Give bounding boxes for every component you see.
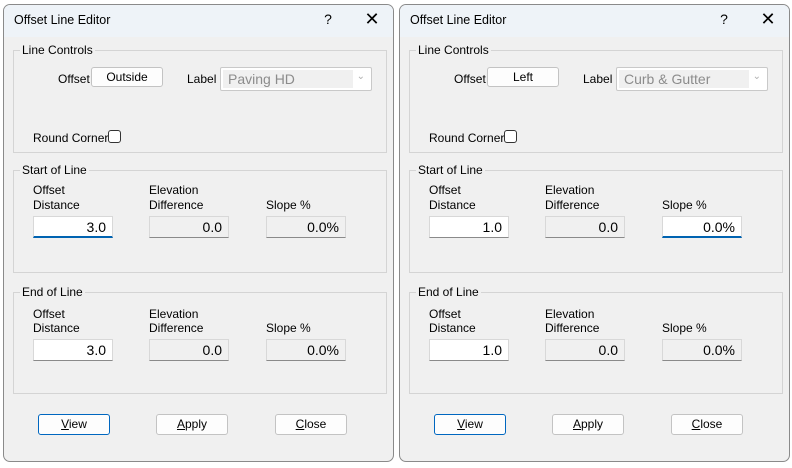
start-slope-input[interactable]: 0.0% [266,216,346,238]
apply-label: pply [185,417,208,431]
round-corners-label: Round Corners [429,131,511,145]
apply-label: pply [581,417,604,431]
offset-label: Offset [454,72,486,86]
close-button[interactable]: Close [671,414,743,435]
view-mnemonic: V [61,417,69,431]
round-corners-checkbox[interactable] [108,130,121,143]
offset-distance-label-1: Offset [33,307,65,321]
close-mnemonic: C [295,417,305,431]
offset-distance-label-1: Offset [429,307,461,321]
view-button[interactable]: View [38,414,110,435]
close-label: lose [700,417,723,431]
elevation-difference-label-1: Elevation [545,307,595,321]
elevation-difference-label-1: Elevation [149,307,199,321]
apply-mnemonic: A [572,417,581,431]
close-mnemonic: C [691,417,701,431]
end-elevation-difference-field: 0.0 [545,339,625,361]
group-label: Line Controls [416,43,491,57]
offset-label: Offset [58,72,90,86]
offset-distance-label-1: Offset [429,183,461,197]
offset-distance-label-2: Distance [429,198,476,212]
label-dropdown-value: Paving HD [223,70,353,88]
offset-distance-label-2: Distance [429,321,476,335]
dialog-title: Offset Line Editor [410,13,507,27]
title-bar[interactable]: Offset Line Editor ? ✕ [4,5,393,37]
end-offset-distance-input[interactable]: 1.0 [429,339,509,361]
close-label: lose [304,417,327,431]
offset-distance-label-2: Distance [33,198,80,212]
start-elevation-difference-field: 0.0 [545,216,625,238]
view-label: iew [464,417,483,431]
group-label: End of Line [20,285,85,299]
close-icon[interactable]: ✕ [364,9,380,29]
slope-label: Slope % [662,198,707,212]
label-label: Label [583,72,613,86]
label-dropdown-value: Curb & Gutter [619,70,749,88]
group-label: Start of Line [20,163,89,177]
start-elevation-difference-field: 0.0 [149,216,229,238]
end-slope-field[interactable]: 0.0% [266,339,346,361]
start-of-line-group: Start of Line Offset Distance Elevation … [13,163,387,273]
start-offset-distance-input[interactable]: 1.0 [429,216,509,238]
slope-label: Slope % [266,321,311,335]
elevation-difference-label-1: Elevation [545,183,595,197]
view-button[interactable]: View [434,414,506,435]
round-corners-label: Round Corners [33,131,115,145]
slope-label: Slope % [266,198,311,212]
view-label: iew [68,417,87,431]
label-dropdown[interactable]: Paving HD ⌄ [220,67,372,91]
dialog-title: Offset Line Editor [14,13,111,27]
start-slope-input[interactable]: 0.0% [662,216,742,238]
end-of-line-group: End of Line Offset Distance Elevation Di… [409,285,783,394]
end-offset-distance-input[interactable]: 3.0 [33,339,113,361]
title-bar[interactable]: Offset Line Editor ? ✕ [400,5,789,37]
end-elevation-difference-field: 0.0 [149,339,229,361]
offset-side-button[interactable]: Outside [91,67,163,87]
elevation-difference-label-1: Elevation [149,183,199,197]
elevation-difference-label-2: Difference [545,198,600,212]
group-label: Start of Line [416,163,485,177]
label-dropdown[interactable]: Curb & Gutter ⌄ [616,67,768,91]
group-label: Line Controls [20,43,95,57]
elevation-difference-label-2: Difference [149,321,204,335]
offset-distance-label-2: Distance [33,321,80,335]
start-offset-distance-input[interactable]: 3.0 [33,216,113,238]
apply-mnemonic: A [176,417,185,431]
view-mnemonic: V [457,417,465,431]
end-of-line-group: End of Line Offset Distance Elevation Di… [13,285,387,394]
round-corners-checkbox[interactable] [504,130,517,143]
elevation-difference-label-2: Difference [545,321,600,335]
help-icon[interactable]: ? [720,11,728,27]
close-icon[interactable]: ✕ [760,9,776,29]
group-label: End of Line [416,285,481,299]
apply-button[interactable]: Apply [156,414,228,435]
offset-line-editor-dialog: Offset Line Editor ? ✕ Line Controls Off… [3,4,394,462]
line-controls-group: Line Controls Offset Outside Label Pavin… [13,43,387,153]
end-slope-field[interactable]: 0.0% [662,339,742,361]
offset-line-editor-dialog: Offset Line Editor ? ✕ Line Controls Off… [399,4,790,462]
help-icon[interactable]: ? [324,11,332,27]
chevron-down-icon: ⌄ [356,71,365,82]
label-label: Label [187,72,217,86]
line-controls-group: Line Controls Offset Left Label Curb & G… [409,43,783,153]
slope-label: Slope % [662,321,707,335]
apply-button[interactable]: Apply [552,414,624,435]
close-button[interactable]: Close [275,414,347,435]
start-of-line-group: Start of Line Offset Distance Elevation … [409,163,783,273]
offset-distance-label-1: Offset [33,183,65,197]
elevation-difference-label-2: Difference [149,198,204,212]
chevron-down-icon: ⌄ [752,71,761,82]
offset-side-button[interactable]: Left [487,67,559,87]
